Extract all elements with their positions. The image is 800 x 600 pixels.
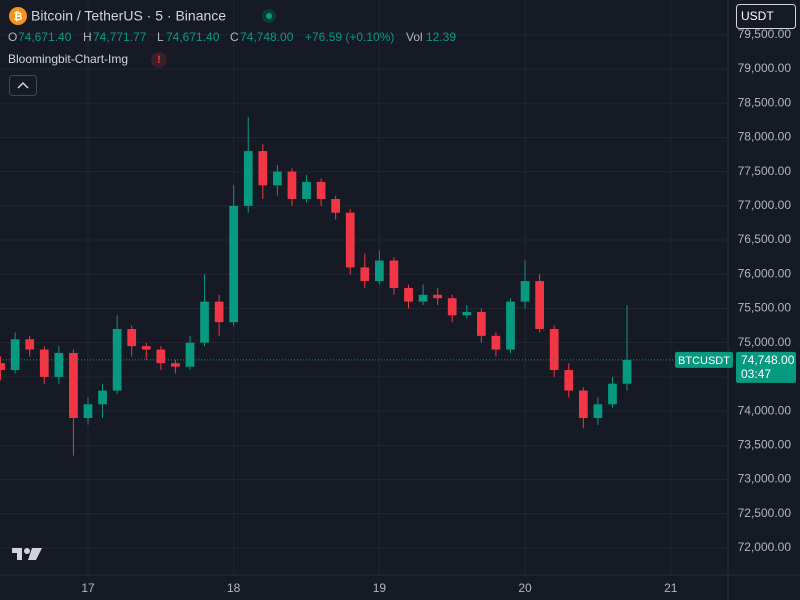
candle-body	[316, 181, 326, 199]
candle-body	[141, 346, 151, 350]
y-tick-label: 76,000.00	[738, 266, 792, 280]
y-tick-label: 75,000.00	[738, 335, 792, 349]
coin-icon-glyph: ₿	[14, 11, 23, 23]
candle-body	[564, 370, 574, 391]
y-tick-label: 73,000.00	[738, 472, 792, 486]
y-tick-label: 78,500.00	[738, 95, 792, 109]
candle-body	[200, 301, 209, 343]
x-tick-label: 17	[81, 581, 95, 595]
indicator-warning[interactable]	[151, 52, 167, 68]
candle-body	[243, 151, 253, 206]
collapse-icon	[17, 81, 29, 89]
close-key: C	[230, 30, 239, 44]
candle-body	[345, 212, 355, 268]
y-tick-label: 78,000.00	[738, 130, 792, 144]
coin-icon	[9, 7, 27, 25]
candle-body	[622, 359, 632, 384]
x-tick-label: 20	[518, 581, 532, 595]
x-tick-label: 18	[227, 581, 241, 595]
price-tag-bg	[736, 351, 796, 383]
y-tick-label: 76,500.00	[738, 232, 792, 246]
indicator-name: Bloomingbit-Chart-Img	[8, 52, 128, 66]
candle-body	[0, 363, 5, 371]
candle-body	[549, 329, 559, 371]
currency-label: USDT	[741, 9, 774, 23]
symbol-title: Bitcoin / TetherUS · 5 · Binance	[31, 8, 226, 24]
close-value: 74,748.00	[240, 30, 294, 44]
open-key: O	[8, 30, 17, 44]
candle-body	[404, 287, 413, 302]
candle-body	[331, 198, 341, 213]
candle-body	[10, 339, 20, 371]
vol-value: 12.39	[426, 30, 456, 44]
candle-body	[156, 349, 166, 364]
candle-body	[98, 390, 107, 405]
candle-body	[69, 352, 78, 418]
candle-body	[39, 349, 49, 377]
candle-body	[608, 383, 617, 405]
candle-body	[229, 205, 239, 323]
status-dot-inner	[266, 13, 272, 19]
high-key: H	[83, 30, 92, 44]
candle-body	[520, 281, 530, 302]
candle-body	[374, 260, 384, 282]
candle-body	[506, 301, 515, 350]
x-tick-label: 19	[373, 581, 387, 595]
candle-body	[476, 311, 486, 336]
candle-body	[433, 294, 443, 299]
candle-body	[389, 260, 399, 288]
price-tag: 74,748.00	[741, 353, 795, 367]
candle-body	[447, 298, 457, 316]
y-tick-label: 72,500.00	[738, 506, 792, 520]
overlay: ₿ Bitcoin / TetherUS · 5 · Binance O 74,…	[0, 4, 796, 560]
change: +76.59 (+0.10%)	[305, 30, 394, 44]
low-value: 74,671.40	[166, 30, 220, 44]
candle-body	[127, 329, 137, 347]
y-tick-label: 79,500.00	[738, 27, 792, 41]
candle-body	[25, 339, 35, 350]
candle-body	[273, 171, 282, 186]
logo-part	[24, 548, 30, 554]
collapse-button[interactable]	[9, 75, 37, 96]
candle-body	[287, 171, 297, 199]
open-value: 74,671.40	[18, 30, 72, 44]
logo-part	[28, 548, 42, 560]
high-value: 74,771.77	[93, 30, 147, 44]
y-tick-label: 72,000.00	[738, 540, 792, 554]
currency-button[interactable]	[736, 4, 796, 29]
x-tick-label: 21	[664, 581, 678, 595]
indicator-warning-glyph: !	[157, 54, 161, 66]
candle-body	[418, 294, 428, 302]
candle-body	[302, 181, 311, 199]
y-tick-label: 75,500.00	[738, 301, 792, 315]
candle-body	[462, 311, 472, 316]
candle-body	[491, 335, 501, 350]
candle-body	[535, 281, 544, 330]
candle-body	[54, 352, 64, 377]
y-tick-label: 73,500.00	[738, 438, 792, 452]
candle-body	[258, 151, 268, 186]
candle-body	[214, 301, 224, 323]
y-tick-label: 77,000.00	[738, 198, 792, 212]
candles	[0, 116, 632, 456]
y-tick-label: 77,500.00	[738, 164, 792, 178]
candle-body	[578, 390, 588, 418]
candle-body	[185, 342, 195, 367]
ticker-tag: BTCUSDT	[678, 355, 730, 367]
candle-body	[593, 404, 603, 418]
y-tick-label: 74,000.00	[738, 403, 792, 417]
vol-key: Vol	[406, 30, 423, 44]
low-key: L	[157, 30, 164, 44]
logo-part	[12, 548, 22, 560]
candle-body	[171, 363, 180, 367]
tv-logo	[12, 548, 42, 560]
ticker-tag-bg	[675, 351, 733, 368]
candle-body	[360, 267, 370, 282]
candle-body	[83, 404, 93, 418]
countdown: 03:47	[741, 367, 771, 381]
y-tick-label: 79,000.00	[738, 61, 792, 75]
